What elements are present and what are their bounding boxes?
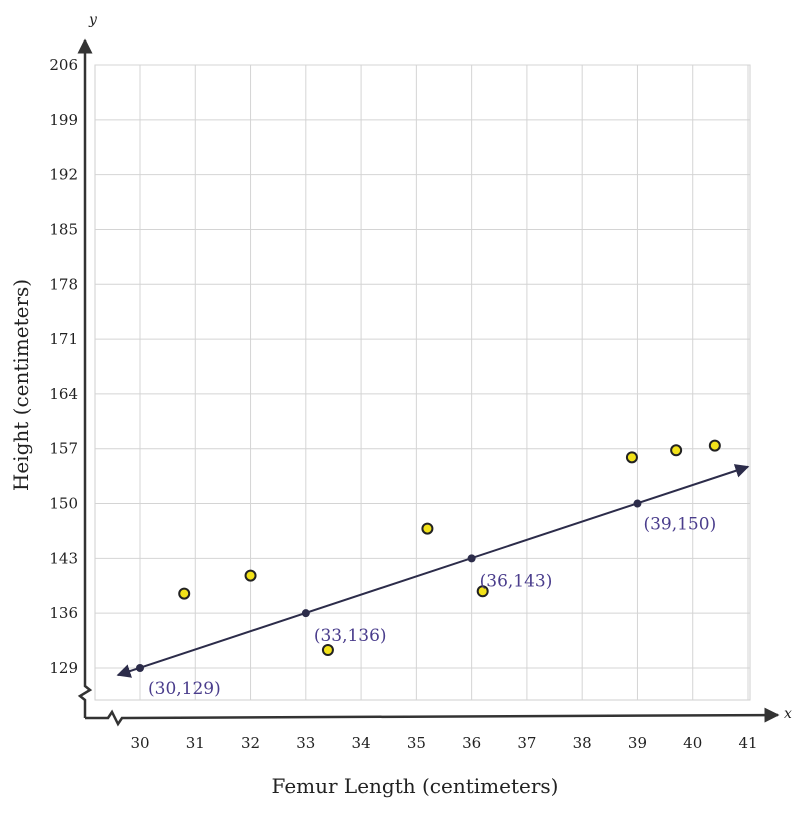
x-tick-label: 30 (130, 734, 149, 752)
y-tick-label: 185 (49, 220, 78, 238)
x-tick-label: 35 (407, 734, 426, 752)
x-tick-label: 31 (186, 734, 205, 752)
x-tick-label: 38 (573, 734, 592, 752)
scatter-point (321, 643, 334, 656)
trend-line-group (116, 464, 750, 678)
x-tick-label: 36 (462, 734, 481, 752)
scatter-points (178, 439, 721, 656)
line-point (301, 609, 310, 618)
y-tick-label: 164 (49, 385, 78, 403)
y-axis (77, 38, 93, 718)
scatter-point (421, 522, 434, 535)
x-axis-letter: x (784, 706, 792, 722)
line-point-label: (33,136) (314, 626, 387, 646)
scatter-point (244, 569, 257, 582)
x-axis (85, 707, 780, 727)
x-tick-label: 39 (628, 734, 647, 752)
x-tick-label: 33 (296, 734, 315, 752)
x-tick-label: 32 (241, 734, 260, 752)
grid-border (94, 64, 751, 701)
x-tick-label: 40 (683, 734, 702, 752)
scatter-point (178, 587, 191, 600)
scatter-point (708, 439, 721, 452)
y-tick-label: 192 (49, 166, 78, 184)
grid (94, 64, 751, 701)
y-tick-label: 129 (49, 659, 78, 677)
y-axis-title: Height (centimeters) (9, 279, 33, 491)
x-tick-label: 34 (352, 734, 371, 752)
y-tick-label: 150 (49, 495, 78, 513)
line-point (136, 664, 144, 672)
scatter-point (625, 451, 638, 464)
point-labels: (30,129) (33,136) (36,143) (39,150) (136, 499, 716, 699)
trend-line (116, 464, 750, 678)
axes (77, 38, 780, 727)
x-tick-label: 37 (517, 734, 536, 752)
tick-labels: 129 136 143 150 157 164 171 178 185 192 199 206 30 31… (49, 56, 757, 752)
y-axis-letter: y (88, 12, 98, 28)
scatter-point (670, 444, 683, 457)
y-tick-label: 136 (49, 604, 78, 622)
y-tick-label: 178 (49, 275, 78, 293)
line-point (467, 554, 476, 563)
y-tick-label: 171 (49, 330, 78, 348)
line-point-label: (30,129) (148, 679, 221, 699)
scatter-point (476, 585, 489, 598)
y-tick-label: 143 (49, 549, 78, 567)
line-point-label: (36,143) (480, 571, 553, 591)
y-tick-label: 206 (49, 56, 78, 74)
x-axis-title: Femur Length (centimeters) (272, 774, 559, 798)
x-tick-label: 41 (738, 734, 757, 752)
line-point (633, 499, 642, 508)
y-tick-label: 157 (49, 440, 78, 458)
y-tick-label: 199 (49, 111, 78, 129)
line-point-label: (39,150) (643, 515, 716, 535)
